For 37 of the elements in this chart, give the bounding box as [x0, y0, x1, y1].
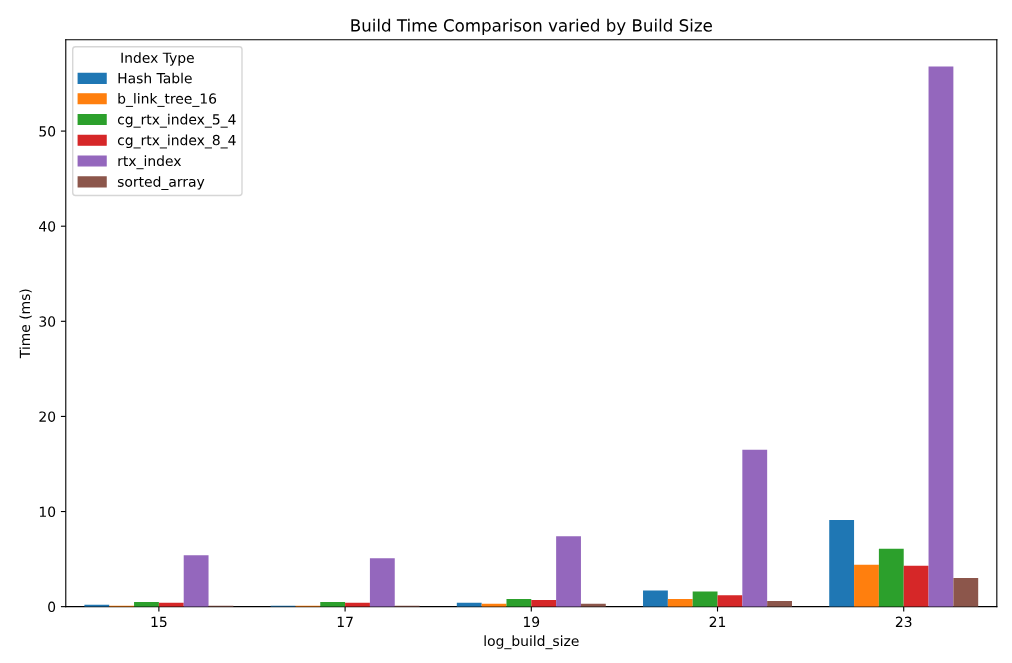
bar [369, 558, 395, 607]
y-tick-label: 50 [39, 126, 56, 137]
legend-label: cg_rtx_index_5_4 [117, 113, 236, 128]
bar [531, 599, 557, 607]
x-tick-label: 23 [895, 616, 912, 628]
bar [667, 599, 693, 607]
legend-label: Hash Table [118, 72, 192, 84]
y-tick-label: 40 [39, 221, 56, 232]
y-axis-title: Time (ms) [19, 289, 32, 359]
x-tick-label: 19 [523, 616, 540, 628]
bar [692, 591, 718, 607]
bar [183, 555, 209, 607]
bar [854, 564, 879, 607]
bar [953, 578, 979, 607]
legend-label: cg_rtx_index_8_4 [117, 134, 236, 149]
x-tick-label: 21 [709, 616, 726, 627]
legend-label: sorted_array [117, 176, 205, 190]
chart-title: Build Time Comparison varied by Build Size [351, 18, 712, 35]
bar [903, 565, 929, 607]
bar [742, 449, 768, 607]
y-tick-label: 30 [39, 316, 56, 327]
y-tick-label: 10 [39, 506, 56, 518]
bar [643, 590, 668, 607]
bar [829, 520, 855, 607]
bar [717, 595, 743, 607]
bar [878, 548, 904, 607]
x-tick-label: 17 [337, 616, 353, 627]
x-axis-title: log_build_size [484, 635, 579, 650]
bar [506, 599, 532, 607]
bar [556, 536, 581, 607]
legend-label: rtx_index [118, 155, 182, 170]
legend-label: b_link_tree_16 [118, 93, 217, 107]
y-tick-label: 0 [48, 601, 56, 613]
y-tick-label: 20 [39, 411, 56, 422]
x-tick-label: 15 [151, 616, 167, 628]
legend-title: Index Type [121, 52, 194, 66]
bar [928, 66, 954, 607]
